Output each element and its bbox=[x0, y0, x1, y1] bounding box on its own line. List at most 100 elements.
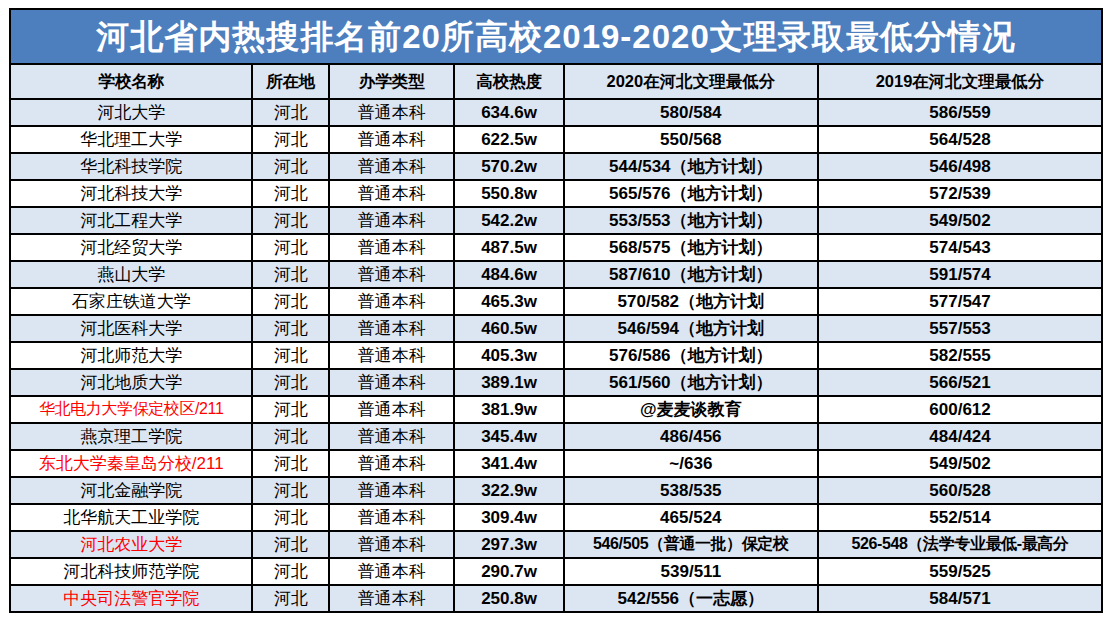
table-row: 河北农业大学河北普通本科297.3w546/505（普通一批）保定校526-54… bbox=[10, 531, 1102, 558]
score-2020-cell: 538/535 bbox=[564, 477, 818, 504]
page-title: 河北省内热搜排名前20所高校2019-2020文理录取最低分情况 bbox=[9, 8, 1103, 65]
score-2019-cell: 591/574 bbox=[818, 261, 1102, 288]
table-row: 河北科技师范学院河北普通本科290.7w539/511559/525 bbox=[10, 558, 1102, 585]
score-2020-cell: 465/524 bbox=[564, 504, 818, 531]
score-2019-cell: 559/525 bbox=[818, 558, 1102, 585]
school-type-cell: 普通本科 bbox=[329, 396, 455, 423]
table-row: 华北理工大学河北普通本科622.5w550/568564/528 bbox=[10, 126, 1102, 153]
location-cell: 河北 bbox=[252, 558, 328, 585]
table-row: 河北师范大学河北普通本科405.3w576/586（地方计划）582/555 bbox=[10, 342, 1102, 369]
heat-cell: 290.7w bbox=[454, 558, 563, 585]
score-2019-cell: 560/528 bbox=[818, 477, 1102, 504]
school-name-cell: 河北工程大学 bbox=[10, 207, 252, 234]
column-header-min-2020: 2020在河北文理最低分 bbox=[564, 64, 818, 99]
school-name-cell: 北华航天工业学院 bbox=[10, 504, 252, 531]
location-cell: 河北 bbox=[252, 261, 328, 288]
score-2019-cell: 600/612 bbox=[818, 396, 1102, 423]
school-name-cell: 华北理工大学 bbox=[10, 126, 252, 153]
school-type-cell: 普通本科 bbox=[329, 585, 455, 612]
school-type-cell: 普通本科 bbox=[329, 261, 455, 288]
score-2020-cell: 576/586（地方计划） bbox=[564, 342, 818, 369]
table-row: 石家庄铁道大学河北普通本科465.3w570/582（地方计划577/547 bbox=[10, 288, 1102, 315]
school-name-cell: 河北农业大学 bbox=[10, 531, 252, 558]
table-header: 学校名称 所在地 办学类型 高校热度 2020在河北文理最低分 2019在河北文… bbox=[10, 64, 1102, 99]
score-2019-cell: 584/571 bbox=[818, 585, 1102, 612]
scores-table: 学校名称 所在地 办学类型 高校热度 2020在河北文理最低分 2019在河北文… bbox=[9, 63, 1103, 613]
school-type-cell: 普通本科 bbox=[329, 423, 455, 450]
header-row: 学校名称 所在地 办学类型 高校热度 2020在河北文理最低分 2019在河北文… bbox=[10, 64, 1102, 99]
school-type-cell: 普通本科 bbox=[329, 234, 455, 261]
location-cell: 河北 bbox=[252, 504, 328, 531]
school-type-cell: 普通本科 bbox=[329, 180, 455, 207]
score-2019-cell: 484/424 bbox=[818, 423, 1102, 450]
table-row: 河北金融学院河北普通本科322.9w538/535560/528 bbox=[10, 477, 1102, 504]
location-cell: 河北 bbox=[252, 180, 328, 207]
heat-cell: 405.3w bbox=[454, 342, 563, 369]
school-type-cell: 普通本科 bbox=[329, 477, 455, 504]
school-type-cell: 普通本科 bbox=[329, 315, 455, 342]
score-2020-cell: 542/556（一志愿） bbox=[564, 585, 818, 612]
school-name-cell: 东北大学秦皇岛分校/211 bbox=[10, 450, 252, 477]
table-body: 河北大学河北普通本科634.6w580/584586/559华北理工大学河北普通… bbox=[10, 99, 1102, 612]
column-header-school-name: 学校名称 bbox=[10, 64, 252, 99]
score-2020-cell: 486/456 bbox=[564, 423, 818, 450]
table-row: 燕京理工学院河北普通本科345.4w486/456484/424 bbox=[10, 423, 1102, 450]
table-row: 中央司法警官学院河北普通本科250.8w542/556（一志愿）584/571 bbox=[10, 585, 1102, 612]
location-cell: 河北 bbox=[252, 477, 328, 504]
location-cell: 河北 bbox=[252, 153, 328, 180]
school-name-cell: 石家庄铁道大学 bbox=[10, 288, 252, 315]
school-name-cell: 燕京理工学院 bbox=[10, 423, 252, 450]
score-2020-cell: 544/534（地方计划） bbox=[564, 153, 818, 180]
school-name-cell: 河北大学 bbox=[10, 99, 252, 126]
heat-cell: 542.2w bbox=[454, 207, 563, 234]
location-cell: 河北 bbox=[252, 450, 328, 477]
score-2020-cell: 587/610（地方计划） bbox=[564, 261, 818, 288]
score-2019-cell: 552/514 bbox=[818, 504, 1102, 531]
score-2020-cell: ~/636 bbox=[564, 450, 818, 477]
heat-cell: 345.4w bbox=[454, 423, 563, 450]
school-type-cell: 普通本科 bbox=[329, 450, 455, 477]
table-row: 河北科技大学河北普通本科550.8w565/576（地方计划）572/539 bbox=[10, 180, 1102, 207]
table-row: 东北大学秦皇岛分校/211河北普通本科341.4w~/636549/502 bbox=[10, 450, 1102, 477]
score-2020-cell: 553/553（地方计划） bbox=[564, 207, 818, 234]
table-row: 燕山大学河北普通本科484.6w587/610（地方计划）591/574 bbox=[10, 261, 1102, 288]
location-cell: 河北 bbox=[252, 369, 328, 396]
school-name-cell: 河北师范大学 bbox=[10, 342, 252, 369]
column-header-location: 所在地 bbox=[252, 64, 328, 99]
school-type-cell: 普通本科 bbox=[329, 504, 455, 531]
school-name-cell: 河北金融学院 bbox=[10, 477, 252, 504]
heat-cell: 309.4w bbox=[454, 504, 563, 531]
heat-cell: 381.9w bbox=[454, 396, 563, 423]
score-2019-cell: 577/547 bbox=[818, 288, 1102, 315]
infographic-table: 河北省内热搜排名前20所高校2019-2020文理录取最低分情况 学校名称 所在… bbox=[9, 8, 1103, 613]
school-name-cell: 河北经贸大学 bbox=[10, 234, 252, 261]
location-cell: 河北 bbox=[252, 396, 328, 423]
table-row: 华北电力大学保定校区/211河北普通本科381.9w@麦麦谈教育600/612 bbox=[10, 396, 1102, 423]
score-2019-cell: 564/528 bbox=[818, 126, 1102, 153]
school-type-cell: 普通本科 bbox=[329, 288, 455, 315]
location-cell: 河北 bbox=[252, 342, 328, 369]
heat-cell: 634.6w bbox=[454, 99, 563, 126]
table-row: 河北医科大学河北普通本科460.5w546/594（地方计划557/553 bbox=[10, 315, 1102, 342]
school-name-cell: 河北医科大学 bbox=[10, 315, 252, 342]
heat-cell: 389.1w bbox=[454, 369, 563, 396]
heat-cell: 322.9w bbox=[454, 477, 563, 504]
school-type-cell: 普通本科 bbox=[329, 369, 455, 396]
school-type-cell: 普通本科 bbox=[329, 342, 455, 369]
table-row: 河北地质大学河北普通本科389.1w561/560（地方计划）566/521 bbox=[10, 369, 1102, 396]
school-type-cell: 普通本科 bbox=[329, 558, 455, 585]
score-2020-cell: 561/560（地方计划） bbox=[564, 369, 818, 396]
heat-cell: 465.3w bbox=[454, 288, 563, 315]
score-2019-cell: 526-548（法学专业最低-最高分 bbox=[818, 531, 1102, 558]
school-name-cell: 中央司法警官学院 bbox=[10, 585, 252, 612]
table-row: 河北工程大学河北普通本科542.2w553/553（地方计划）549/502 bbox=[10, 207, 1102, 234]
heat-cell: 341.4w bbox=[454, 450, 563, 477]
school-name-cell: 河北科技大学 bbox=[10, 180, 252, 207]
column-header-heat: 高校热度 bbox=[454, 64, 563, 99]
heat-cell: 250.8w bbox=[454, 585, 563, 612]
location-cell: 河北 bbox=[252, 288, 328, 315]
score-2020-cell: 546/594（地方计划 bbox=[564, 315, 818, 342]
location-cell: 河北 bbox=[252, 126, 328, 153]
score-2020-cell: 550/568 bbox=[564, 126, 818, 153]
score-2019-cell: 557/553 bbox=[818, 315, 1102, 342]
